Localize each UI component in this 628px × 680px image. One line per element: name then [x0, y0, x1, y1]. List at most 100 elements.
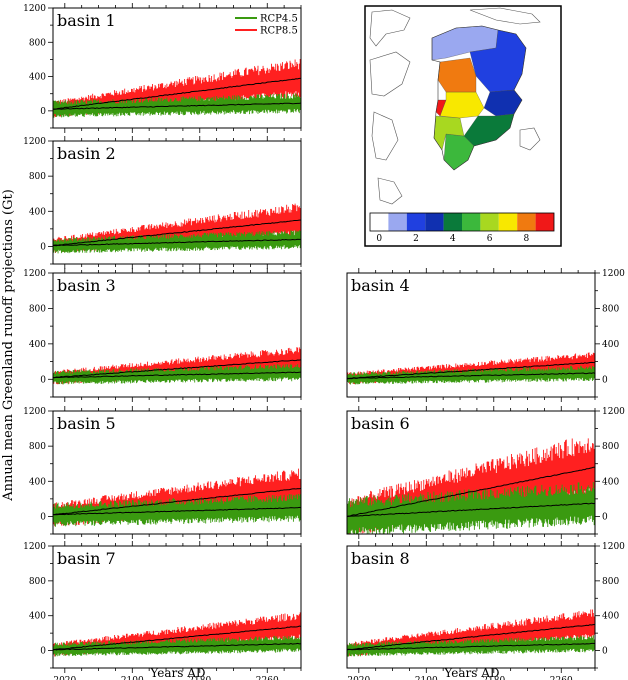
- north-coastline: [469, 7, 541, 25]
- rcp85-mean-line: [53, 359, 301, 379]
- basin-panel: 0 400 800 1200 basin 2: [23, 136, 302, 269]
- colorbar-swatch: [498, 213, 518, 231]
- plot-area: [53, 468, 301, 527]
- rcp45-mean-line: [53, 102, 301, 110]
- plot-area: [53, 347, 301, 385]
- y-tick-label: 0: [602, 512, 608, 522]
- rcp85-mean-line: [347, 466, 595, 517]
- y-tick-label: 1200: [602, 269, 625, 279]
- panel-frame: [346, 272, 596, 398]
- greenland-basin-map: 0 2 4 6 8: [364, 5, 562, 247]
- y-tick-label: 1200: [23, 137, 46, 147]
- rcp45-mean-line: [53, 238, 301, 247]
- rcp85-mean-line: [347, 361, 595, 379]
- rcp85-mean-line: [53, 77, 301, 110]
- plot-area: [53, 59, 301, 118]
- plot-area: [53, 203, 301, 254]
- rcp45-mean-line: [347, 642, 595, 651]
- y-tick-label: 800: [602, 304, 619, 314]
- y-tick-label: 0: [602, 375, 608, 385]
- colorbar-tick-label: 4: [450, 234, 456, 244]
- colorbar-tick-label: 8: [524, 234, 530, 244]
- colorbar-border: [369, 212, 555, 232]
- x-tick-label: 2100: [121, 676, 144, 680]
- y-tick-label: 1200: [23, 542, 46, 552]
- basin-panel: 0 400 800 1200 basin 3: [23, 268, 302, 402]
- panel-title: basin 5: [57, 414, 116, 433]
- rcp45-mean-line: [53, 642, 301, 651]
- colorbar-swatch: [535, 213, 554, 231]
- x-tick-label: 2020: [53, 676, 76, 680]
- iceland-coastline: [519, 127, 541, 151]
- y-tick-label: 0: [40, 512, 46, 522]
- panel-frame: [52, 545, 302, 669]
- panel-frame: [52, 272, 302, 398]
- y-tick-label: 400: [29, 207, 46, 217]
- x-tick-label: 2100: [415, 676, 438, 680]
- colorbar-swatch: [425, 213, 444, 231]
- basin-panel: 0 400 800 1200 basin 6: [346, 406, 625, 539]
- labrador-coastline: [377, 177, 403, 205]
- rcp85-mean-line: [53, 487, 301, 516]
- rcp45-mean-line: [347, 502, 595, 518]
- panel-title: basin 2: [57, 144, 116, 163]
- panel-frame: [52, 7, 302, 129]
- y-tick-label: 400: [29, 477, 46, 487]
- y-tick-label: 400: [29, 340, 46, 350]
- colorbar-swatch: [443, 213, 462, 231]
- y-tick-label: 800: [29, 577, 46, 587]
- y-tick-label: 1200: [602, 407, 625, 417]
- panel-title: basin 8: [351, 549, 410, 568]
- basin-panel: 0 400 800 1200 basin 5: [23, 406, 302, 539]
- panel-frame: [52, 410, 302, 535]
- map-colorbar: 0 2 4 6 8: [369, 212, 555, 244]
- y-tick-label: 800: [602, 577, 619, 587]
- figure-x-label-right: Years AD: [443, 666, 499, 680]
- colorbar-tick-label: 6: [487, 234, 493, 244]
- panel-title: basin 6: [351, 414, 410, 433]
- y-tick-label: 800: [29, 304, 46, 314]
- basin-panel: 0 400 800 1200 basin 4: [346, 268, 625, 402]
- x-tick-label: 2180: [482, 676, 505, 680]
- panel-title: basin 7: [57, 549, 116, 568]
- rcp85-mean-line: [53, 219, 301, 247]
- x-tick-label: 2180: [188, 676, 211, 680]
- panel-frame: [346, 410, 596, 535]
- y-tick-label: 0: [40, 242, 46, 252]
- greenland-coastline: [431, 25, 527, 171]
- legend-label: RCP8.5: [260, 26, 298, 37]
- colorbar-tick-label: 0: [376, 234, 382, 244]
- panel-frame: [52, 140, 302, 265]
- panel-frame: [346, 545, 596, 669]
- colorbar-swatch: [406, 213, 426, 231]
- rcp85-mean-line: [53, 625, 301, 651]
- x-tick-label: 2020: [347, 676, 370, 680]
- x-tick-label: 2260: [550, 676, 573, 680]
- colorbar-tick-label: 2: [413, 234, 419, 244]
- y-tick-label: 1200: [602, 542, 625, 552]
- panel-title: basin 3: [57, 276, 116, 295]
- baffin-south-coastline: [371, 111, 399, 161]
- plot-area: [347, 609, 595, 657]
- y-tick-label: 400: [602, 612, 619, 622]
- plot-area: [53, 612, 301, 657]
- colorbar-swatch: [517, 213, 536, 231]
- y-tick-label: 1200: [23, 269, 46, 279]
- rcp45-mean-line: [53, 506, 301, 516]
- rcp85-mean-line: [347, 624, 595, 651]
- y-tick-label: 0: [40, 375, 46, 385]
- y-tick-label: 800: [29, 38, 46, 48]
- figure-x-label-left: Years AD: [149, 666, 205, 680]
- x-tick-label: 2260: [256, 676, 279, 680]
- panel-title: basin 1: [57, 11, 116, 30]
- y-tick-label: 400: [29, 612, 46, 622]
- y-tick-label: 0: [602, 647, 608, 657]
- y-tick-label: 400: [602, 340, 619, 350]
- y-tick-label: 800: [29, 172, 46, 182]
- figure-y-label: Annual mean Greenland runoff projections…: [1, 189, 16, 502]
- y-tick-label: 1200: [23, 4, 46, 14]
- basin-8-region: [437, 57, 477, 93]
